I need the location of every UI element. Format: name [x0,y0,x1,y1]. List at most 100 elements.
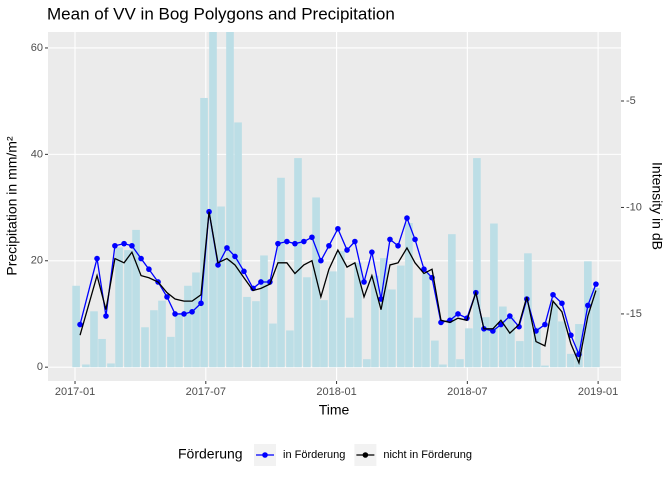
y-tick-label: 40 [31,148,43,160]
bar [294,158,302,368]
point [550,291,556,298]
bar [132,229,140,368]
point [361,279,367,285]
bar [167,336,175,368]
point [121,240,127,247]
x-tick-label: 2019-01 [578,386,618,398]
bar [473,158,481,368]
bar [337,251,345,368]
point [146,266,152,273]
bar [363,359,371,368]
bar [252,301,260,368]
bar [329,271,337,368]
point [172,311,178,317]
bar [158,300,166,368]
bar [200,97,208,368]
bar [243,296,251,368]
point [181,311,187,317]
bar [456,359,464,368]
y-tick-label: 60 [31,42,43,54]
bar [422,272,430,368]
point [77,321,83,328]
point [542,321,548,328]
point [198,300,204,307]
y-axis-label: Precipitation in mm/m² [4,136,20,276]
y-tick-label: 20 [31,255,43,267]
legend: in Förderung nicht in Förderung [254,444,472,466]
bar [98,338,106,368]
line [79,211,597,366]
bar [141,327,149,368]
point [232,253,238,260]
point [421,266,427,273]
bar [82,364,90,368]
point [344,247,350,253]
bar [90,311,98,368]
bar [541,365,549,368]
point [258,279,264,285]
bar [439,364,447,368]
bar [558,321,566,368]
point [369,249,375,255]
point [129,242,135,249]
point [352,238,358,245]
legend-title: Förderung [178,446,243,462]
legend-point [362,452,369,458]
bar [150,310,158,368]
point [395,242,401,249]
point [215,262,221,268]
point [455,311,461,317]
bar [507,317,515,368]
bar [115,247,123,368]
y2-tick-label: -10 [626,201,642,213]
bar [371,275,379,368]
point [138,255,144,262]
bar [209,32,217,368]
bar [286,330,294,368]
bar [175,314,183,368]
bar [516,341,524,368]
bar [388,289,396,368]
bar [490,223,498,368]
point [224,245,230,251]
chart-title: Mean of VV in Bog Polygons and Precipita… [47,4,395,23]
y2-tick-label: -5 [626,95,636,107]
bar [397,265,405,368]
bar [380,258,388,368]
point [507,313,513,319]
bar [575,324,583,368]
point [387,236,393,243]
point [559,300,565,307]
bar [320,300,328,368]
point [326,242,332,249]
bar [567,353,575,368]
bar [107,363,115,368]
bar [303,277,311,368]
x-tick-label: 2017-01 [55,386,95,398]
legend-point [262,452,268,458]
bar [277,177,285,368]
bar [269,323,277,368]
point [275,240,281,247]
point [318,257,324,264]
bar [592,287,600,368]
bar [465,328,473,368]
x-tick-label: 2017-07 [186,386,226,398]
point [404,215,410,221]
bar [482,317,490,368]
bar [192,272,200,368]
bar [72,285,80,368]
bar [431,340,439,368]
bar [184,285,192,368]
point [284,238,290,245]
point [309,234,315,241]
bar [260,255,268,368]
legend-label: in Förderung [283,449,345,461]
point [292,240,298,247]
point [94,255,100,262]
point [335,225,341,232]
bar [217,206,225,368]
legend-label: nicht in Förderung [383,449,472,461]
bar [405,222,413,368]
